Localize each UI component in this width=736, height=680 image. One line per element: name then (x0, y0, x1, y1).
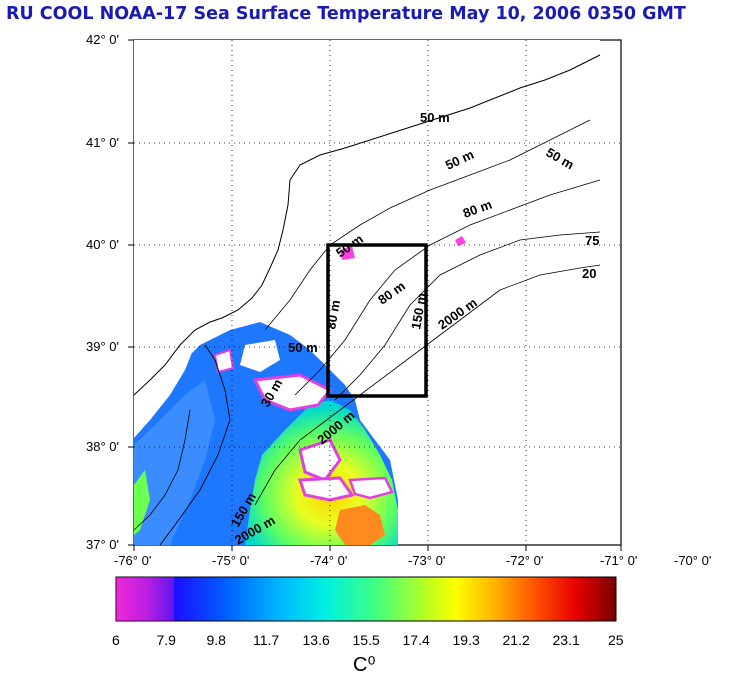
colorbar-tick-label: 7.9 (156, 632, 176, 648)
study-area-box (326, 243, 428, 398)
sst-hot-spot (335, 505, 385, 545)
bay-coast (134, 409, 191, 531)
lat-label: 42° 0' (86, 32, 119, 47)
colorbar-tick-label: 21.2 (502, 632, 530, 648)
lat-label: 39° 0' (86, 339, 119, 354)
contour-label: 50 m (420, 110, 450, 125)
cloud-patch (252, 373, 333, 412)
contour-50m (264, 119, 591, 331)
lon-label: -76° 0' (114, 553, 152, 568)
colorbar-low-band (116, 577, 174, 621)
contour-label: 75 (585, 233, 599, 248)
coastline (134, 54, 601, 396)
lon-label: -73° 0' (408, 553, 446, 568)
lat-label: 40° 0' (86, 237, 119, 252)
colorbar-tick-label: 13.6 (302, 632, 330, 648)
lat-label: 38° 0' (86, 439, 119, 454)
lon-label: -74° 0' (310, 553, 348, 568)
contour-label: 80 m (323, 299, 343, 331)
lon-label: -75° 0' (212, 553, 250, 568)
map-title: RU COOL NOAA-17 Sea Surface Temperature … (6, 4, 686, 24)
colorbar-tick-label: 6 (112, 632, 120, 648)
colorbar-tick-label: 25 (608, 632, 624, 648)
colorbar-tick-label: 19.3 (452, 632, 480, 648)
sst-nearshore (134, 470, 150, 535)
lon-label: -70° 0' (674, 553, 712, 568)
colorbar (115, 576, 617, 622)
lon-label: -71° 0' (600, 553, 638, 568)
map-content (134, 40, 621, 545)
sst-coastal-band (134, 380, 215, 545)
cloud-patch (240, 340, 280, 372)
axis-ticks (128, 39, 622, 551)
cloud-artifact (340, 246, 355, 260)
cloud-patch (348, 476, 394, 500)
contour-label: 150 m (408, 292, 429, 331)
lon-label: -72° 0' (506, 553, 544, 568)
graticule (134, 40, 621, 545)
cloud-patch (297, 476, 355, 502)
colorbar-tick-label: 9.8 (206, 632, 226, 648)
colorbar-tick-label: 23.1 (552, 632, 580, 648)
colorbar-tick-label: 15.5 (352, 632, 380, 648)
contour-150m (334, 231, 601, 401)
colorbar-tick-label: 11.7 (253, 632, 280, 648)
land (134, 40, 600, 438)
lat-label: 37° 0' (86, 537, 119, 552)
colorbar-tick-label: 17.4 (402, 632, 430, 648)
contour-80m (294, 179, 601, 396)
lat-label: 41° 0' (86, 135, 119, 150)
cloud-artifact (455, 236, 466, 246)
delmarva-coast (159, 344, 231, 545)
colorbar-unit: C⁰ (353, 654, 376, 676)
contour-2000m (254, 264, 601, 506)
contour-label: 50 m (288, 340, 318, 355)
contour-label: 20 (582, 266, 596, 281)
